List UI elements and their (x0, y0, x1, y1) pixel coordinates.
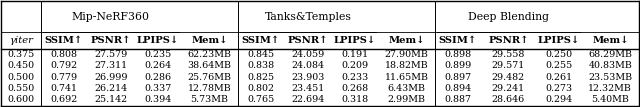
Text: 29.558: 29.558 (492, 50, 525, 59)
Text: 0.897: 0.897 (444, 73, 472, 82)
Text: 0.741: 0.741 (51, 84, 77, 93)
Text: 0.250: 0.250 (545, 50, 572, 59)
Text: Tanks&Temples: Tanks&Temples (264, 12, 351, 22)
Text: LPIPS↓: LPIPS↓ (334, 36, 376, 45)
Text: PSNR↑: PSNR↑ (488, 36, 529, 45)
Text: 0.264: 0.264 (144, 61, 172, 70)
Text: 0.394: 0.394 (144, 95, 172, 104)
Text: LPIPS↓: LPIPS↓ (137, 36, 179, 45)
Text: 26.214: 26.214 (94, 84, 127, 93)
Text: 18.82MB: 18.82MB (385, 61, 428, 70)
Text: 0.825: 0.825 (247, 73, 275, 82)
Text: 0.550: 0.550 (7, 84, 35, 93)
Text: Deep Blending: Deep Blending (468, 12, 549, 22)
Text: 27.90MB: 27.90MB (385, 50, 428, 59)
Text: 2.99MB: 2.99MB (387, 95, 426, 104)
Text: 0.802: 0.802 (248, 84, 275, 93)
Text: 29.241: 29.241 (492, 84, 525, 93)
Text: 38.64MB: 38.64MB (188, 61, 232, 70)
Text: 0.808: 0.808 (51, 50, 77, 59)
Text: 0.845: 0.845 (247, 50, 275, 59)
Text: Mem↓: Mem↓ (388, 36, 425, 45)
Text: 29.482: 29.482 (492, 73, 525, 82)
Text: 0.894: 0.894 (444, 84, 472, 93)
Text: SSIM↑: SSIM↑ (45, 36, 83, 45)
Text: 11.65MB: 11.65MB (385, 73, 428, 82)
Text: 0.692: 0.692 (50, 95, 77, 104)
Text: 0.337: 0.337 (144, 84, 172, 93)
Text: 0.600: 0.600 (8, 95, 35, 104)
Text: Mip-NeRF360: Mip-NeRF360 (72, 12, 150, 22)
Text: 22.694: 22.694 (291, 95, 324, 104)
Text: 0.294: 0.294 (545, 95, 572, 104)
Text: 0.235: 0.235 (144, 50, 172, 59)
Text: SSIM↑: SSIM↑ (242, 36, 280, 45)
Text: 12.32MB: 12.32MB (588, 84, 632, 93)
Text: Mem↓: Mem↓ (592, 36, 628, 45)
Text: γiter: γiter (9, 36, 33, 45)
Text: 12.78MB: 12.78MB (188, 84, 231, 93)
Text: 40.83MB: 40.83MB (588, 61, 632, 70)
Text: 25.142: 25.142 (94, 95, 127, 104)
Text: Mem↓: Mem↓ (191, 36, 228, 45)
Text: PSNR↑: PSNR↑ (287, 36, 328, 45)
Text: 0.286: 0.286 (144, 73, 172, 82)
Text: 0.191: 0.191 (341, 50, 369, 59)
Text: 0.838: 0.838 (247, 61, 275, 70)
Text: 0.779: 0.779 (51, 73, 77, 82)
Text: 0.273: 0.273 (545, 84, 572, 93)
Text: 24.084: 24.084 (291, 61, 324, 70)
Text: 23.903: 23.903 (291, 73, 324, 82)
Text: 5.40MB: 5.40MB (591, 95, 629, 104)
Text: 0.375: 0.375 (7, 50, 35, 59)
Text: 26.999: 26.999 (94, 73, 127, 82)
Text: 0.255: 0.255 (545, 61, 572, 70)
Text: 6.43MB: 6.43MB (387, 84, 426, 93)
Text: 0.268: 0.268 (341, 84, 369, 93)
Text: 0.765: 0.765 (247, 95, 275, 104)
Text: 0.898: 0.898 (444, 50, 472, 59)
Text: 27.311: 27.311 (94, 61, 127, 70)
Text: 0.209: 0.209 (341, 61, 369, 70)
Text: 62.23MB: 62.23MB (188, 50, 232, 59)
Text: 68.29MB: 68.29MB (588, 50, 632, 59)
Text: 0.318: 0.318 (341, 95, 369, 104)
Text: SSIM↑: SSIM↑ (439, 36, 477, 45)
Text: 0.261: 0.261 (545, 73, 572, 82)
Text: PSNR↑: PSNR↑ (91, 36, 131, 45)
Text: 0.792: 0.792 (51, 61, 77, 70)
Text: 25.76MB: 25.76MB (188, 73, 232, 82)
Text: LPIPS↓: LPIPS↓ (538, 36, 580, 45)
Text: 27.579: 27.579 (94, 50, 127, 59)
Text: 0.899: 0.899 (444, 61, 472, 70)
Text: 0.450: 0.450 (8, 61, 35, 70)
Text: 24.059: 24.059 (291, 50, 324, 59)
Text: 28.646: 28.646 (492, 95, 525, 104)
Text: 29.571: 29.571 (492, 61, 525, 70)
Text: 0.500: 0.500 (8, 73, 35, 82)
Text: 0.233: 0.233 (341, 73, 369, 82)
Text: 23.451: 23.451 (291, 84, 324, 93)
Text: 0.887: 0.887 (444, 95, 472, 104)
Text: 23.53MB: 23.53MB (588, 73, 632, 82)
Text: 5.73MB: 5.73MB (190, 95, 228, 104)
